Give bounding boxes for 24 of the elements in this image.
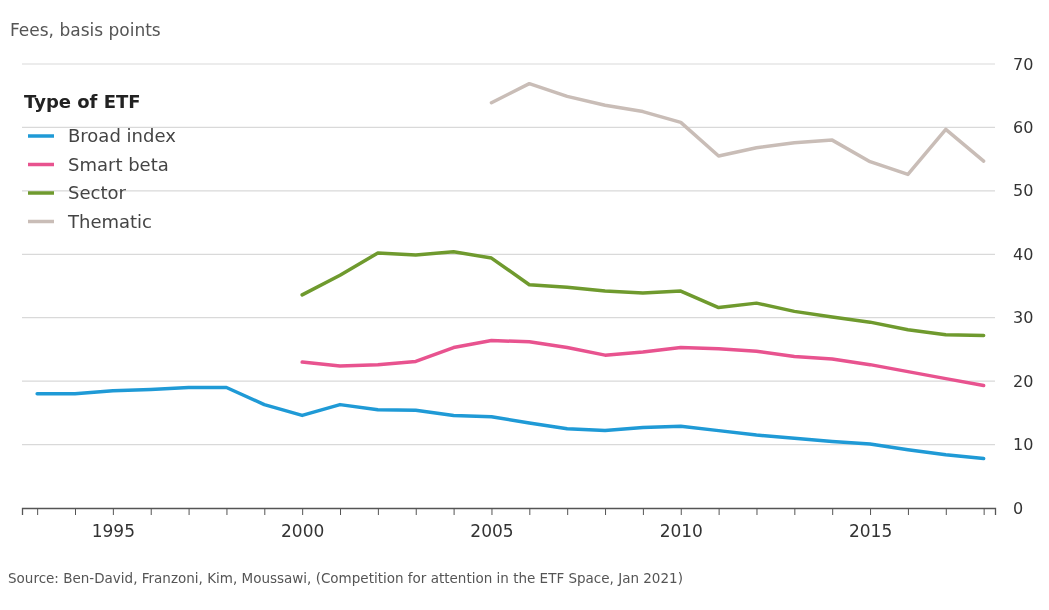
y-tick-label: 50 bbox=[1013, 181, 1034, 201]
x-tick-label: 2015 bbox=[848, 521, 893, 542]
line-series bbox=[489, 81, 986, 177]
x-tick-label: 2010 bbox=[659, 521, 703, 542]
y-tick-label: 30 bbox=[1013, 308, 1034, 328]
line-series bbox=[35, 385, 986, 461]
x-tick-label: 1995 bbox=[91, 521, 135, 542]
legend-label: Sector bbox=[68, 182, 127, 203]
y-tick-label: 0 bbox=[1013, 498, 1024, 518]
line-series bbox=[300, 250, 986, 338]
legend-label: Broad index bbox=[68, 125, 177, 146]
line-series bbox=[300, 338, 986, 388]
x-tick-label: 2000 bbox=[281, 521, 325, 542]
legend-label: Smart beta bbox=[68, 153, 169, 175]
legend-title: Type of ETF bbox=[24, 91, 141, 112]
y-tick-label: 20 bbox=[1013, 371, 1034, 391]
y-tick-label: 40 bbox=[1013, 244, 1034, 264]
x-tick-label: 2005 bbox=[470, 521, 514, 542]
y-tick-label: 60 bbox=[1013, 118, 1034, 138]
y-axis-title: Fees, basis points bbox=[10, 20, 161, 40]
y-tick-label: 10 bbox=[1013, 435, 1034, 455]
y-tick-label: 70 bbox=[1013, 54, 1034, 74]
legend-label: Thematic bbox=[67, 210, 152, 232]
source-note: Source: Ben-David, Franzoni, Kim, Moussawi, (Competition for attention in the ETF Space, Jan 2021) bbox=[8, 570, 683, 586]
